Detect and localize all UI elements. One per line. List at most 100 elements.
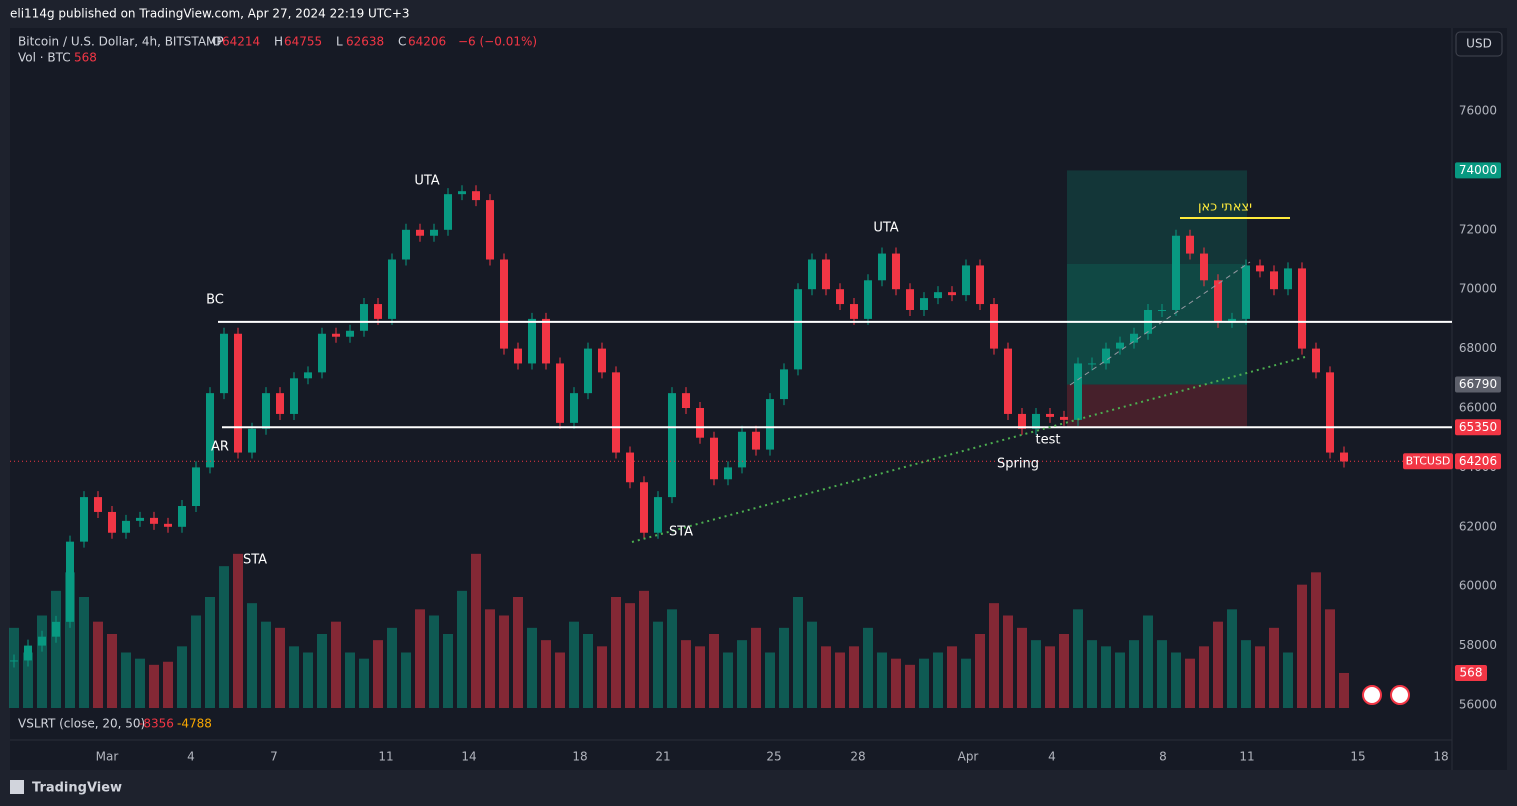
- annotation: test: [1036, 433, 1061, 448]
- candle: [948, 292, 956, 296]
- ohlc-value: 64755: [284, 35, 322, 49]
- price-change: −6 (−0.01%): [458, 35, 537, 49]
- annotation: STA: [243, 553, 267, 568]
- volume-bar: [555, 652, 565, 708]
- x-tick-label: 4: [1048, 750, 1056, 764]
- candle: [542, 318, 550, 364]
- event-flag[interactable]: [1362, 685, 1382, 705]
- volume-bar: [1059, 634, 1069, 708]
- volume-bar: [513, 597, 523, 708]
- candle: [318, 333, 326, 373]
- candle: [94, 497, 102, 512]
- volume-bar: [835, 652, 845, 708]
- candle: [1186, 235, 1194, 254]
- candle: [864, 280, 872, 319]
- ohlc-value: 64206: [408, 35, 446, 49]
- price-badge: [1455, 376, 1501, 393]
- y-tick-label: 62000: [1459, 519, 1497, 533]
- currency-button[interactable]: [1455, 31, 1503, 57]
- candle: [920, 298, 928, 310]
- volume-bar: [1045, 646, 1055, 708]
- x-tick-label: 15: [1350, 750, 1365, 764]
- volume-bar: [639, 590, 649, 708]
- volume-bar: [303, 652, 313, 708]
- price-badge-label: 66790: [1459, 377, 1497, 391]
- volume-bar: [765, 652, 775, 708]
- volume-badge: [1455, 665, 1487, 681]
- volume-bar: [541, 640, 551, 708]
- volume-bar: [583, 634, 593, 708]
- indicator-value: -4788: [177, 717, 212, 731]
- candle: [696, 408, 704, 438]
- volume-bar: [1227, 609, 1237, 708]
- symbol-tag: BTCUSD: [1406, 454, 1451, 467]
- candle: [528, 318, 536, 364]
- x-tick-label: 28: [850, 750, 865, 764]
- event-flag[interactable]: [1390, 685, 1410, 705]
- volume-bar: [401, 652, 411, 708]
- candle: [192, 467, 200, 507]
- volume-bar: [135, 658, 145, 708]
- ohlc-value: 62638: [346, 35, 384, 49]
- candle: [38, 636, 46, 646]
- volume-bar: [625, 603, 635, 708]
- volume-bar: [457, 590, 467, 708]
- volume-bar: [387, 627, 397, 708]
- x-tick-label: 14: [461, 750, 476, 764]
- ohlc-label: C: [398, 35, 406, 49]
- volume-bar: [121, 652, 131, 708]
- currency[interactable]: USD: [1466, 37, 1492, 51]
- candle: [990, 304, 998, 349]
- candle: [332, 333, 340, 337]
- volume-bar: [65, 572, 75, 708]
- symbol-tag-bg: [1403, 453, 1453, 470]
- x-tick-label: 25: [766, 750, 781, 764]
- trade-path: [1069, 261, 1251, 386]
- candle: [1074, 363, 1082, 420]
- candle: [402, 229, 410, 260]
- volume-bar: [793, 597, 803, 708]
- volume-bar: [9, 627, 19, 708]
- candle: [1018, 413, 1026, 429]
- annotation: Spring: [997, 457, 1039, 472]
- volume-bar: [597, 646, 607, 708]
- volume-bar: [373, 640, 383, 708]
- candle: [206, 393, 214, 468]
- candle: [822, 259, 830, 290]
- y-tick-label: 76000: [1459, 104, 1497, 118]
- candle: [1032, 413, 1040, 429]
- volume-bar: [471, 553, 481, 708]
- volume-bar: [863, 627, 873, 708]
- candle: [1228, 318, 1236, 322]
- annotation: UTA: [414, 174, 439, 189]
- price-badge: [1455, 453, 1501, 470]
- annotation: UTA: [873, 221, 898, 236]
- volume-bar: [681, 640, 691, 708]
- volume-bar: [891, 658, 901, 708]
- volume-bar: [317, 634, 327, 708]
- volume-badge-label: 568: [1460, 666, 1483, 680]
- candle: [682, 393, 690, 408]
- candle: [654, 497, 662, 533]
- price-badge-label: 74000: [1459, 163, 1497, 177]
- x-tick-label: 21: [655, 750, 670, 764]
- candle: [430, 229, 438, 236]
- volume-bar: [51, 590, 61, 708]
- volume-name: Vol · BTC: [18, 51, 71, 65]
- volume-bar: [695, 646, 705, 708]
- volume-bar: [653, 621, 663, 708]
- volume-bar: [79, 597, 89, 708]
- candle: [556, 363, 564, 423]
- candle: [808, 259, 816, 290]
- logo: [10, 780, 24, 794]
- indicator-value: -8356: [139, 717, 174, 731]
- x-tick-label: 7: [270, 750, 278, 764]
- candle: [766, 399, 774, 450]
- volume-bar: [289, 646, 299, 708]
- position-stop-zone: [1067, 384, 1247, 428]
- x-tick-label: 8: [1159, 750, 1167, 764]
- price-badge: [1455, 162, 1501, 179]
- volume-bar: [1129, 640, 1139, 708]
- candle: [122, 520, 130, 533]
- candle: [374, 304, 382, 319]
